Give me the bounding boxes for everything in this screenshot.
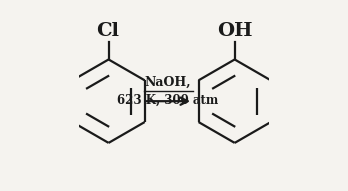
Text: Cl: Cl <box>96 22 119 40</box>
Text: 623 K, 300 atm: 623 K, 300 atm <box>117 94 218 107</box>
Text: NaOH,: NaOH, <box>144 76 191 89</box>
Text: OH: OH <box>217 22 252 40</box>
